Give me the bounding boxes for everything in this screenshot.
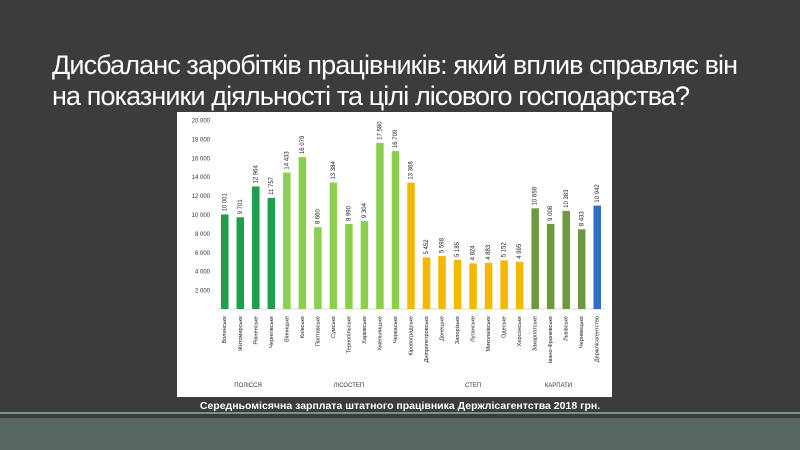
category-label: Чернівецьке	[579, 316, 585, 348]
value-label: 17 580	[378, 121, 384, 140]
y-tick-label: 10 000	[192, 213, 211, 219]
category-label: Херсонське	[517, 316, 523, 346]
category-label: Луганське	[471, 316, 477, 342]
y-tick-label: 18 000	[192, 137, 211, 143]
bar	[453, 260, 462, 309]
category-label: Закарпатське	[533, 316, 539, 351]
value-label: 13 384	[331, 161, 337, 180]
category-label: Полтавське	[315, 316, 321, 346]
group-label: ЛІСОСТЕП	[334, 383, 365, 389]
category-label: Миколаївське	[486, 316, 492, 351]
category-label: Донецьке	[440, 316, 446, 341]
bar	[500, 260, 508, 309]
value-label: 5 598	[440, 237, 446, 253]
value-label: 10 383	[564, 189, 570, 208]
category-label: Рівненське	[253, 316, 259, 345]
bar	[252, 186, 260, 309]
chart-caption: Середньомісячна зарплата штатного праців…	[199, 400, 601, 412]
value-label: 14 433	[284, 151, 290, 170]
bar	[469, 263, 477, 309]
value-label: 11 757	[269, 176, 275, 195]
category-label: Кіровоградське	[408, 316, 414, 356]
category-label: Тернопільське	[346, 316, 352, 353]
category-label: Чернігівське	[269, 316, 275, 348]
bar	[267, 197, 276, 309]
bar	[221, 214, 229, 309]
y-tick-label: 12 000	[192, 194, 211, 200]
chart-panel: 2 000 4 000 6 000 8 000 10 000 12 000 14 000 16…	[177, 112, 612, 397]
bar	[546, 223, 555, 309]
bar	[236, 217, 245, 309]
category-label: Житомирське	[238, 316, 244, 351]
y-tick-label: 16 000	[192, 156, 211, 162]
bar	[376, 142, 384, 309]
value-label: 16 079	[300, 135, 306, 154]
category-label: Держлісагентство	[595, 316, 601, 362]
bar	[329, 182, 338, 309]
bar	[438, 256, 446, 309]
value-label: 5 152	[502, 242, 508, 258]
y-tick-label: 14 000	[192, 175, 211, 181]
value-label: 9 008	[548, 205, 554, 221]
y-tick-label: 8 000	[195, 232, 211, 238]
bar	[422, 257, 431, 309]
value-label: 9 701	[238, 199, 244, 215]
value-label: 5 452	[424, 239, 430, 255]
category-label: Вінницьке	[284, 316, 290, 342]
slide-title: Дисбаланс заробітків працівників: який в…	[52, 50, 772, 112]
category-label: Хмельницьке	[377, 316, 383, 351]
slide-title-line-2: на показники діяльності та цілі лісового…	[52, 81, 690, 111]
bar	[531, 208, 539, 309]
category-label: Черкаське	[393, 316, 399, 343]
category-label: Запорізьке	[455, 316, 461, 344]
bar	[314, 227, 322, 309]
value-label: 12 964	[253, 164, 259, 183]
y-tick-label: 6 000	[195, 251, 211, 257]
category-label: Сумське	[331, 316, 337, 338]
bar	[298, 157, 307, 309]
salary-bar-chart: 2 000 4 000 6 000 8 000 10 000 12 000 14 000 16…	[192, 119, 605, 389]
value-label: 10 942	[595, 184, 601, 203]
value-label: 8 990	[346, 205, 352, 221]
category-label: Харківське	[362, 316, 368, 344]
bar	[562, 210, 570, 309]
value-label: 16 709	[393, 129, 399, 148]
value-label: 8 660	[315, 208, 321, 224]
bar	[345, 224, 353, 309]
bar	[360, 221, 369, 309]
value-label: 4 883	[486, 244, 492, 260]
value-label: 10 658	[533, 186, 539, 205]
group-label: ПОЛІССЯ	[234, 383, 262, 389]
value-label: 4 824	[471, 245, 477, 261]
category-label: Дніпропетровське	[424, 316, 430, 362]
bar	[283, 172, 291, 309]
value-label: 10 001	[222, 192, 228, 211]
value-label: 9 304	[362, 202, 368, 218]
value-label: 5 185	[455, 241, 461, 257]
y-tick-label: 20 000	[192, 119, 211, 125]
category-label: Івано-Франківське	[548, 316, 554, 363]
bar	[407, 182, 415, 309]
category-label: Львівське	[564, 316, 570, 341]
footer-band	[0, 418, 800, 450]
slide-title-line-1: Дисбаланс заробітків працівників: який в…	[52, 50, 738, 80]
bar	[484, 262, 493, 309]
value-label: 8 433	[579, 211, 585, 227]
value-label: 4 995	[517, 243, 523, 259]
y-tick-label: 2 000	[195, 289, 211, 295]
bar	[593, 205, 601, 309]
bar	[515, 261, 524, 309]
bar	[391, 151, 400, 309]
bar	[577, 229, 586, 309]
group-label: КАРПАТИ	[545, 383, 572, 389]
y-tick-label: 4 000	[195, 270, 211, 276]
group-label: СТЕП	[465, 383, 481, 389]
category-label: Волинське	[222, 316, 228, 344]
footer-divider	[0, 412, 800, 414]
value-label: 13 368	[409, 161, 415, 180]
category-label: Київське	[300, 316, 306, 338]
category-label: Одеське	[502, 316, 508, 338]
